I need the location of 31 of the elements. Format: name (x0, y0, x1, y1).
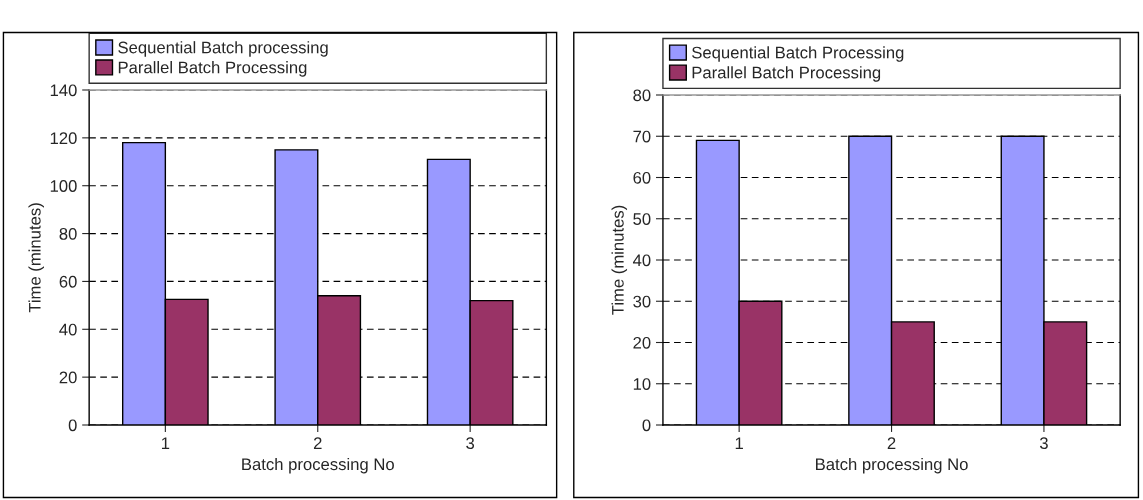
y-tick-label: 50 (633, 213, 651, 225)
legend-label: Parallel Batch Processing (692, 66, 881, 82)
y-axis-title: Time (minutes) (28, 203, 44, 313)
legend-label: Sequential Batch Processing (692, 46, 904, 62)
y-tick-label: 60 (59, 275, 77, 288)
legend-label: Sequential Batch processing (118, 41, 328, 57)
x-tick-label: 2 (887, 437, 896, 449)
y-tick-label: 100 (50, 180, 77, 192)
y-axis-title: Time (minutes) (611, 205, 628, 315)
y-tick-label: 140 (50, 84, 77, 97)
y-tick-label: 40 (59, 323, 77, 336)
y-tick-label: 0 (642, 419, 651, 432)
y-tick-label: 20 (633, 336, 651, 349)
legend-label: Parallel Batch Processing (118, 61, 307, 77)
x-axis-title: Batch processing No (816, 457, 968, 474)
x-tick-label: 1 (161, 437, 170, 449)
y-tick-label: 40 (632, 254, 651, 267)
y-tick-label: 70 (633, 130, 651, 143)
y-tick-label: 80 (633, 89, 651, 102)
y-tick-label: 10 (633, 378, 651, 390)
y-tick-label: 0 (68, 419, 77, 432)
x-axis-title: Batch processing No (242, 457, 394, 474)
y-tick-label: 20 (59, 371, 77, 384)
x-tick-label: 1 (735, 437, 743, 449)
y-tick-label: 60 (633, 171, 651, 184)
y-tick-label: 30 (633, 295, 651, 308)
y-tick-label: 120 (50, 132, 77, 145)
x-tick-label: 3 (1039, 437, 1048, 450)
x-tick-label: 3 (466, 437, 475, 450)
y-tick-label: 80 (59, 227, 77, 240)
x-tick-label: 2 (313, 437, 322, 449)
